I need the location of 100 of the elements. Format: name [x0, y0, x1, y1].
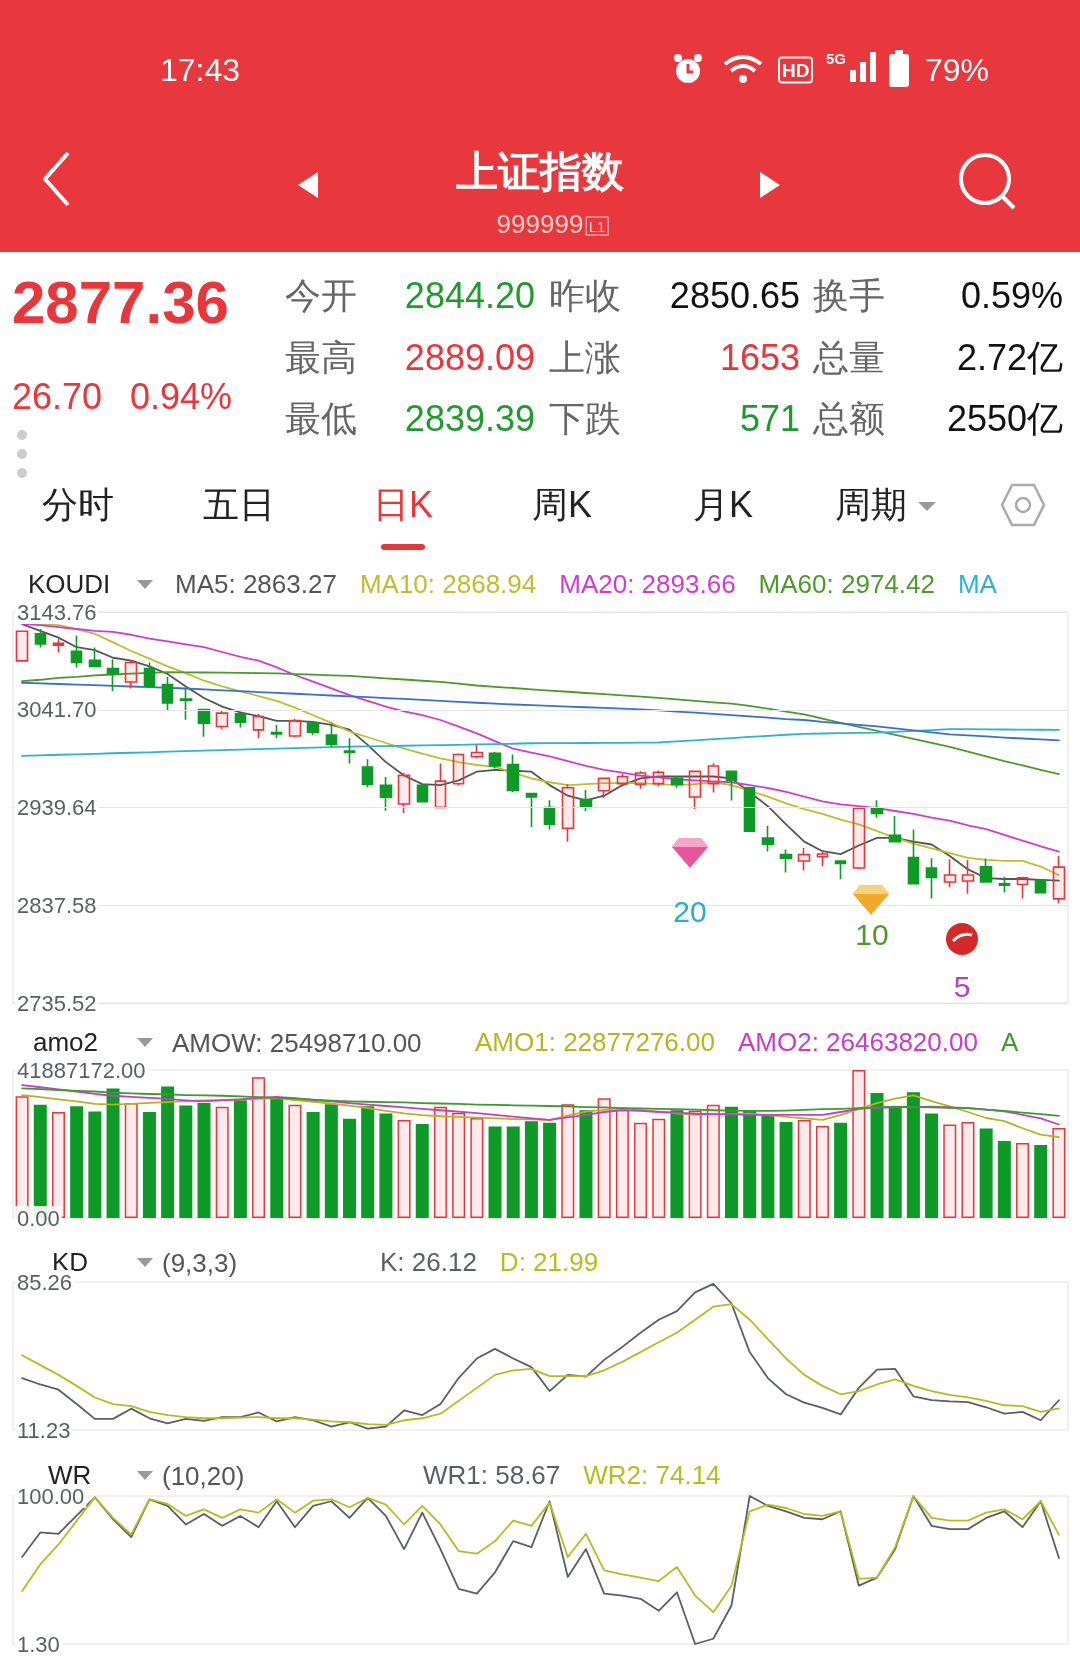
annotation: 20: [673, 895, 707, 928]
text: 总额: [813, 398, 885, 439]
candlestick: [488, 751, 502, 770]
text: 26.70: [12, 376, 103, 417]
candlestick: [506, 753, 520, 793]
text: MA: [957, 569, 998, 599]
bar: [506, 1126, 520, 1218]
bar: [397, 1119, 411, 1218]
bar: [1016, 1143, 1030, 1218]
text: 2850.65: [669, 275, 800, 316]
bar: [852, 1070, 866, 1218]
candlestick: [270, 724, 283, 740]
candlestick: [52, 638, 65, 654]
bar: [452, 1112, 466, 1218]
candlestick: [688, 769, 702, 810]
bar: [925, 1113, 939, 1218]
candlestick: [907, 828, 920, 886]
bar: [142, 1112, 156, 1218]
candlestick: [143, 661, 156, 688]
y-tick-label: 3041.70: [17, 697, 97, 723]
candlestick: [834, 860, 847, 881]
candlestick: [179, 687, 193, 721]
text: (9,3,3): [162, 1248, 238, 1278]
bar: [779, 1121, 793, 1218]
text: 下跌: [549, 398, 621, 439]
line-series: [21, 1087, 1060, 1117]
candlestick: [197, 708, 211, 738]
text: MA5: 2863.27: [175, 569, 337, 599]
text: L1: [585, 216, 609, 236]
bar: [288, 1104, 302, 1218]
bar: [161, 1086, 175, 1218]
y-tick-label: 11.23: [17, 1417, 71, 1443]
candlestick: [70, 634, 83, 669]
bar: [906, 1092, 920, 1218]
bar: [997, 1141, 1011, 1218]
bar: [634, 1122, 648, 1218]
candlestick: [670, 775, 684, 789]
y-tick-label: 85.26: [17, 1269, 73, 1295]
text: A: [1000, 1027, 1019, 1057]
text: 571: [739, 398, 800, 439]
bar: [561, 1104, 575, 1218]
candlestick: [525, 791, 538, 828]
series-label: AMO2: 26463820.00: [737, 1027, 978, 1057]
bar: [724, 1106, 738, 1218]
text: 周K: [532, 484, 593, 525]
text: 1653: [719, 337, 800, 378]
bar: [815, 1125, 829, 1218]
bar: [252, 1077, 266, 1218]
y-tick-label: 0.00: [17, 1205, 60, 1231]
bar: [543, 1122, 557, 1218]
series-label: WR1: 58.67: [423, 1460, 561, 1490]
bar: [579, 1110, 593, 1218]
text: 今开: [285, 275, 357, 316]
text: 0.94%: [130, 376, 233, 417]
candlestick: [379, 776, 393, 812]
text: 17:43: [160, 52, 241, 88]
annotation: 10: [855, 918, 889, 951]
candlestick: [325, 722, 338, 748]
text: AMO1: 22877276.00: [475, 1027, 715, 1057]
bar: [706, 1104, 720, 1218]
bar: [88, 1111, 102, 1218]
candlestick: [652, 769, 665, 788]
candlestick: [779, 848, 793, 874]
text: 999999: [496, 209, 584, 239]
text: MA60: 2974.42: [758, 569, 935, 599]
text: 2889.09: [404, 337, 535, 378]
candlestick: [434, 762, 447, 809]
bar: [197, 1102, 211, 1218]
text: 月K: [693, 484, 754, 525]
bar: [1034, 1145, 1048, 1218]
candlestick: [1052, 855, 1066, 905]
candlestick: [961, 859, 975, 895]
candlestick: [816, 850, 829, 868]
y-tick-label: 2837.58: [17, 892, 97, 918]
text: (10,20): [162, 1461, 245, 1491]
candlestick: [634, 770, 647, 790]
text: 昨收: [549, 275, 621, 316]
series-label: WR2: 74.14: [583, 1460, 721, 1490]
candlestick: [252, 713, 265, 740]
text: 2839.39: [404, 398, 535, 439]
text: 2877.36: [12, 269, 229, 336]
bar: [961, 1121, 975, 1218]
text: 2550亿: [946, 398, 1063, 439]
bar: [670, 1110, 684, 1218]
bar: [124, 1102, 138, 1218]
bar: [615, 1109, 629, 1218]
bar: [415, 1123, 429, 1218]
bar: [743, 1110, 757, 1218]
candlestick: [616, 772, 629, 787]
y-tick-label: 2939.64: [17, 795, 97, 820]
candlestick: [925, 857, 938, 900]
candlestick: [943, 858, 957, 889]
text: 日K: [373, 484, 434, 525]
candlestick: [888, 815, 902, 844]
candlestick: [106, 658, 120, 692]
text: AMOW: 25498710.00: [172, 1028, 422, 1058]
candlestick: [361, 758, 374, 788]
text: 最高: [285, 337, 357, 378]
y-tick-label: 2735.52: [17, 990, 97, 1016]
text: D: 21.99: [499, 1247, 599, 1277]
